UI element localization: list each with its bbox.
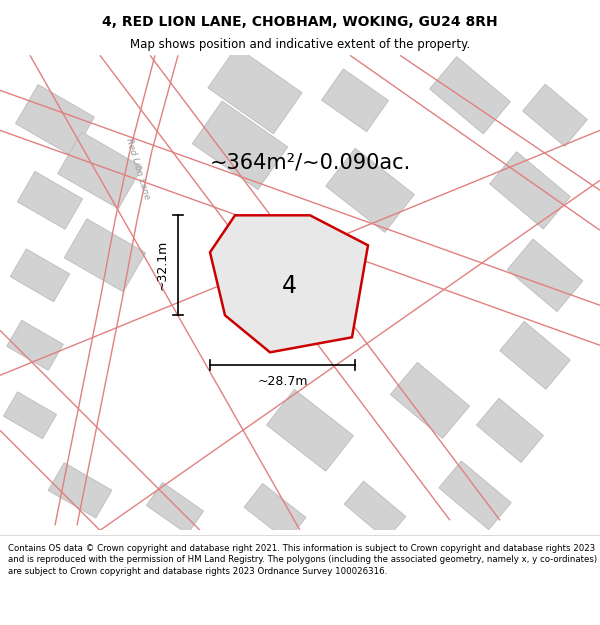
Text: Red Lion Lane: Red Lion Lane [124,136,152,200]
Polygon shape [193,101,287,189]
Text: 4: 4 [282,274,297,298]
Polygon shape [430,57,511,134]
Polygon shape [16,84,94,156]
Polygon shape [208,47,302,134]
Text: 4, RED LION LANE, CHOBHAM, WOKING, GU24 8RH: 4, RED LION LANE, CHOBHAM, WOKING, GU24 … [102,15,498,29]
Polygon shape [210,215,368,352]
Polygon shape [64,219,146,292]
Polygon shape [17,171,83,229]
Polygon shape [344,481,406,539]
Polygon shape [58,132,142,209]
Polygon shape [326,148,415,232]
Polygon shape [439,461,511,529]
Text: ~28.7m: ~28.7m [257,375,308,388]
Polygon shape [10,249,70,302]
Text: ~32.1m: ~32.1m [155,240,169,291]
Polygon shape [322,69,388,132]
Polygon shape [507,239,583,311]
Text: Map shows position and indicative extent of the property.: Map shows position and indicative extent… [130,38,470,51]
Polygon shape [48,462,112,518]
Polygon shape [500,321,570,389]
Polygon shape [523,84,587,146]
Polygon shape [146,482,203,534]
Polygon shape [476,398,544,462]
Polygon shape [490,152,571,229]
Polygon shape [391,362,470,438]
Text: ~364m²/~0.090ac.: ~364m²/~0.090ac. [209,152,410,173]
Polygon shape [244,484,306,541]
Polygon shape [7,321,63,370]
Text: Contains OS data © Crown copyright and database right 2021. This information is : Contains OS data © Crown copyright and d… [8,544,597,576]
Polygon shape [266,389,353,471]
Polygon shape [4,392,56,439]
